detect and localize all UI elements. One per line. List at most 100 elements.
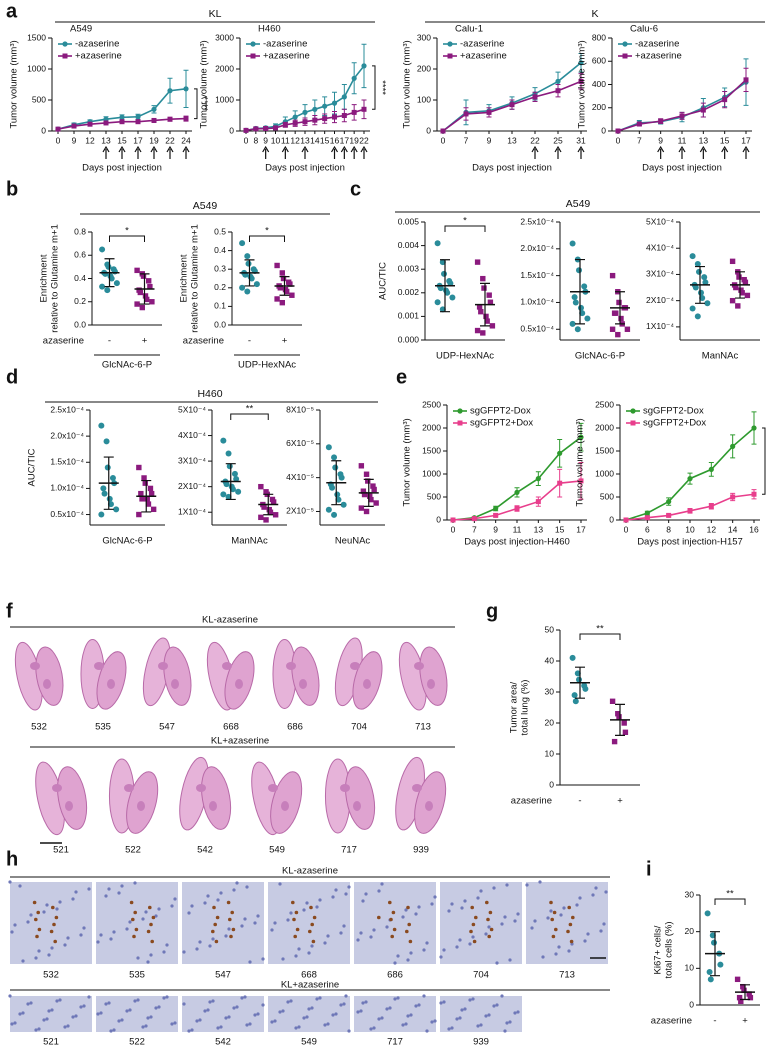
nucleus (96, 1012, 100, 1016)
x-tick-label: 12 (85, 135, 95, 145)
tissue (526, 882, 608, 964)
image-label: 542 (215, 1037, 231, 1048)
x-tick-label: 0 (616, 135, 621, 145)
nucleus (484, 932, 488, 936)
legend-marker (630, 408, 636, 414)
nucleus (243, 995, 247, 999)
x-tick-label: 19 (349, 135, 359, 145)
x-tick-label: 14 (310, 135, 320, 145)
ihc-image (268, 882, 351, 964)
nucleus (541, 955, 545, 959)
nucleus (567, 949, 571, 953)
data-point (331, 454, 338, 461)
data-point (147, 485, 154, 492)
nucleus (154, 1006, 158, 1010)
nucleus (377, 1017, 381, 1021)
y-tick-label: 5X10⁻⁴ (646, 216, 674, 226)
lesion (30, 662, 40, 670)
nucleus (516, 1010, 520, 1014)
nucleus (235, 881, 239, 885)
nucleus (165, 943, 169, 947)
data-point (449, 294, 456, 301)
nucleus (128, 920, 132, 924)
y-tick-label: 800 (592, 32, 606, 42)
y-tick-label: 1.5x10⁻⁴ (50, 457, 84, 467)
nucleus (182, 950, 186, 954)
ihc-image (525, 880, 608, 964)
nucleus (557, 945, 561, 949)
category-label: - (713, 1016, 716, 1027)
data-point (107, 501, 114, 508)
image-label: 713 (415, 722, 431, 733)
data-point (616, 714, 622, 720)
nucleus (117, 1019, 121, 1023)
ki67-stain (52, 922, 56, 927)
x-tick-label: 11 (513, 524, 522, 534)
row-label: azaserine (511, 796, 552, 807)
nucleus (261, 957, 265, 961)
data-point (101, 490, 108, 497)
data-point (104, 287, 111, 294)
nucleus (297, 947, 301, 951)
data-point (103, 438, 110, 445)
nucleus (401, 1023, 405, 1027)
significance-bracket (762, 427, 766, 495)
arrow-head (281, 145, 289, 153)
arrow-head (330, 145, 339, 153)
y-tick-label: 1500 (595, 445, 614, 455)
nucleus (594, 886, 598, 890)
nucleus (21, 959, 25, 963)
data-point (574, 326, 581, 333)
arrow-head (340, 145, 348, 153)
nucleus (29, 1001, 33, 1005)
lung-section (395, 756, 447, 834)
image-label: 522 (125, 845, 141, 856)
nucleus (471, 997, 475, 1001)
ki67-stain (215, 915, 220, 920)
nucleus (297, 1025, 301, 1029)
nucleus (26, 920, 30, 924)
category-label: - (578, 796, 581, 807)
nucleus (162, 950, 166, 954)
x-axis-label: Days post injection-H157 (637, 537, 743, 548)
nucleus (79, 1005, 83, 1009)
ki67-stain (226, 900, 231, 905)
nucleus (50, 1008, 54, 1012)
y-tick-label: 0 (689, 999, 694, 1009)
y-tick-label: 2000 (595, 422, 614, 432)
nucleus (136, 956, 140, 960)
y-tick-label: 1500 (27, 32, 46, 42)
data-point (572, 299, 579, 306)
data-point (707, 976, 714, 983)
image-label: 704 (351, 722, 367, 733)
nucleus (458, 1016, 462, 1020)
nucleus (525, 883, 529, 887)
data-point (624, 326, 631, 332)
data-point (239, 240, 246, 247)
nucleus (47, 953, 51, 957)
ki67-stain (34, 917, 38, 922)
image-label: 542 (197, 845, 213, 856)
data-point (137, 289, 143, 296)
data-point (692, 284, 699, 291)
y-tick-label: 1X10⁻⁴ (646, 321, 674, 331)
ki67-stain (51, 905, 55, 910)
ki67-stain (53, 939, 57, 944)
marker (361, 106, 367, 112)
sd-bar (735, 271, 745, 299)
arrow-head (262, 145, 270, 153)
nucleus (323, 941, 327, 945)
nucleus (342, 924, 346, 928)
marker (700, 107, 706, 113)
data-point (474, 259, 481, 265)
x-tick-label: 0 (244, 135, 249, 145)
chart-title: H460 (258, 24, 281, 35)
arrow-head (577, 145, 585, 153)
y-tick-label: 30 (545, 686, 555, 696)
y-tick-label: 30 (685, 889, 695, 899)
nucleus (74, 1014, 78, 1018)
nucleus (173, 897, 177, 901)
nucleus (377, 889, 381, 893)
nucleus (406, 958, 410, 962)
lesion (299, 679, 307, 689)
